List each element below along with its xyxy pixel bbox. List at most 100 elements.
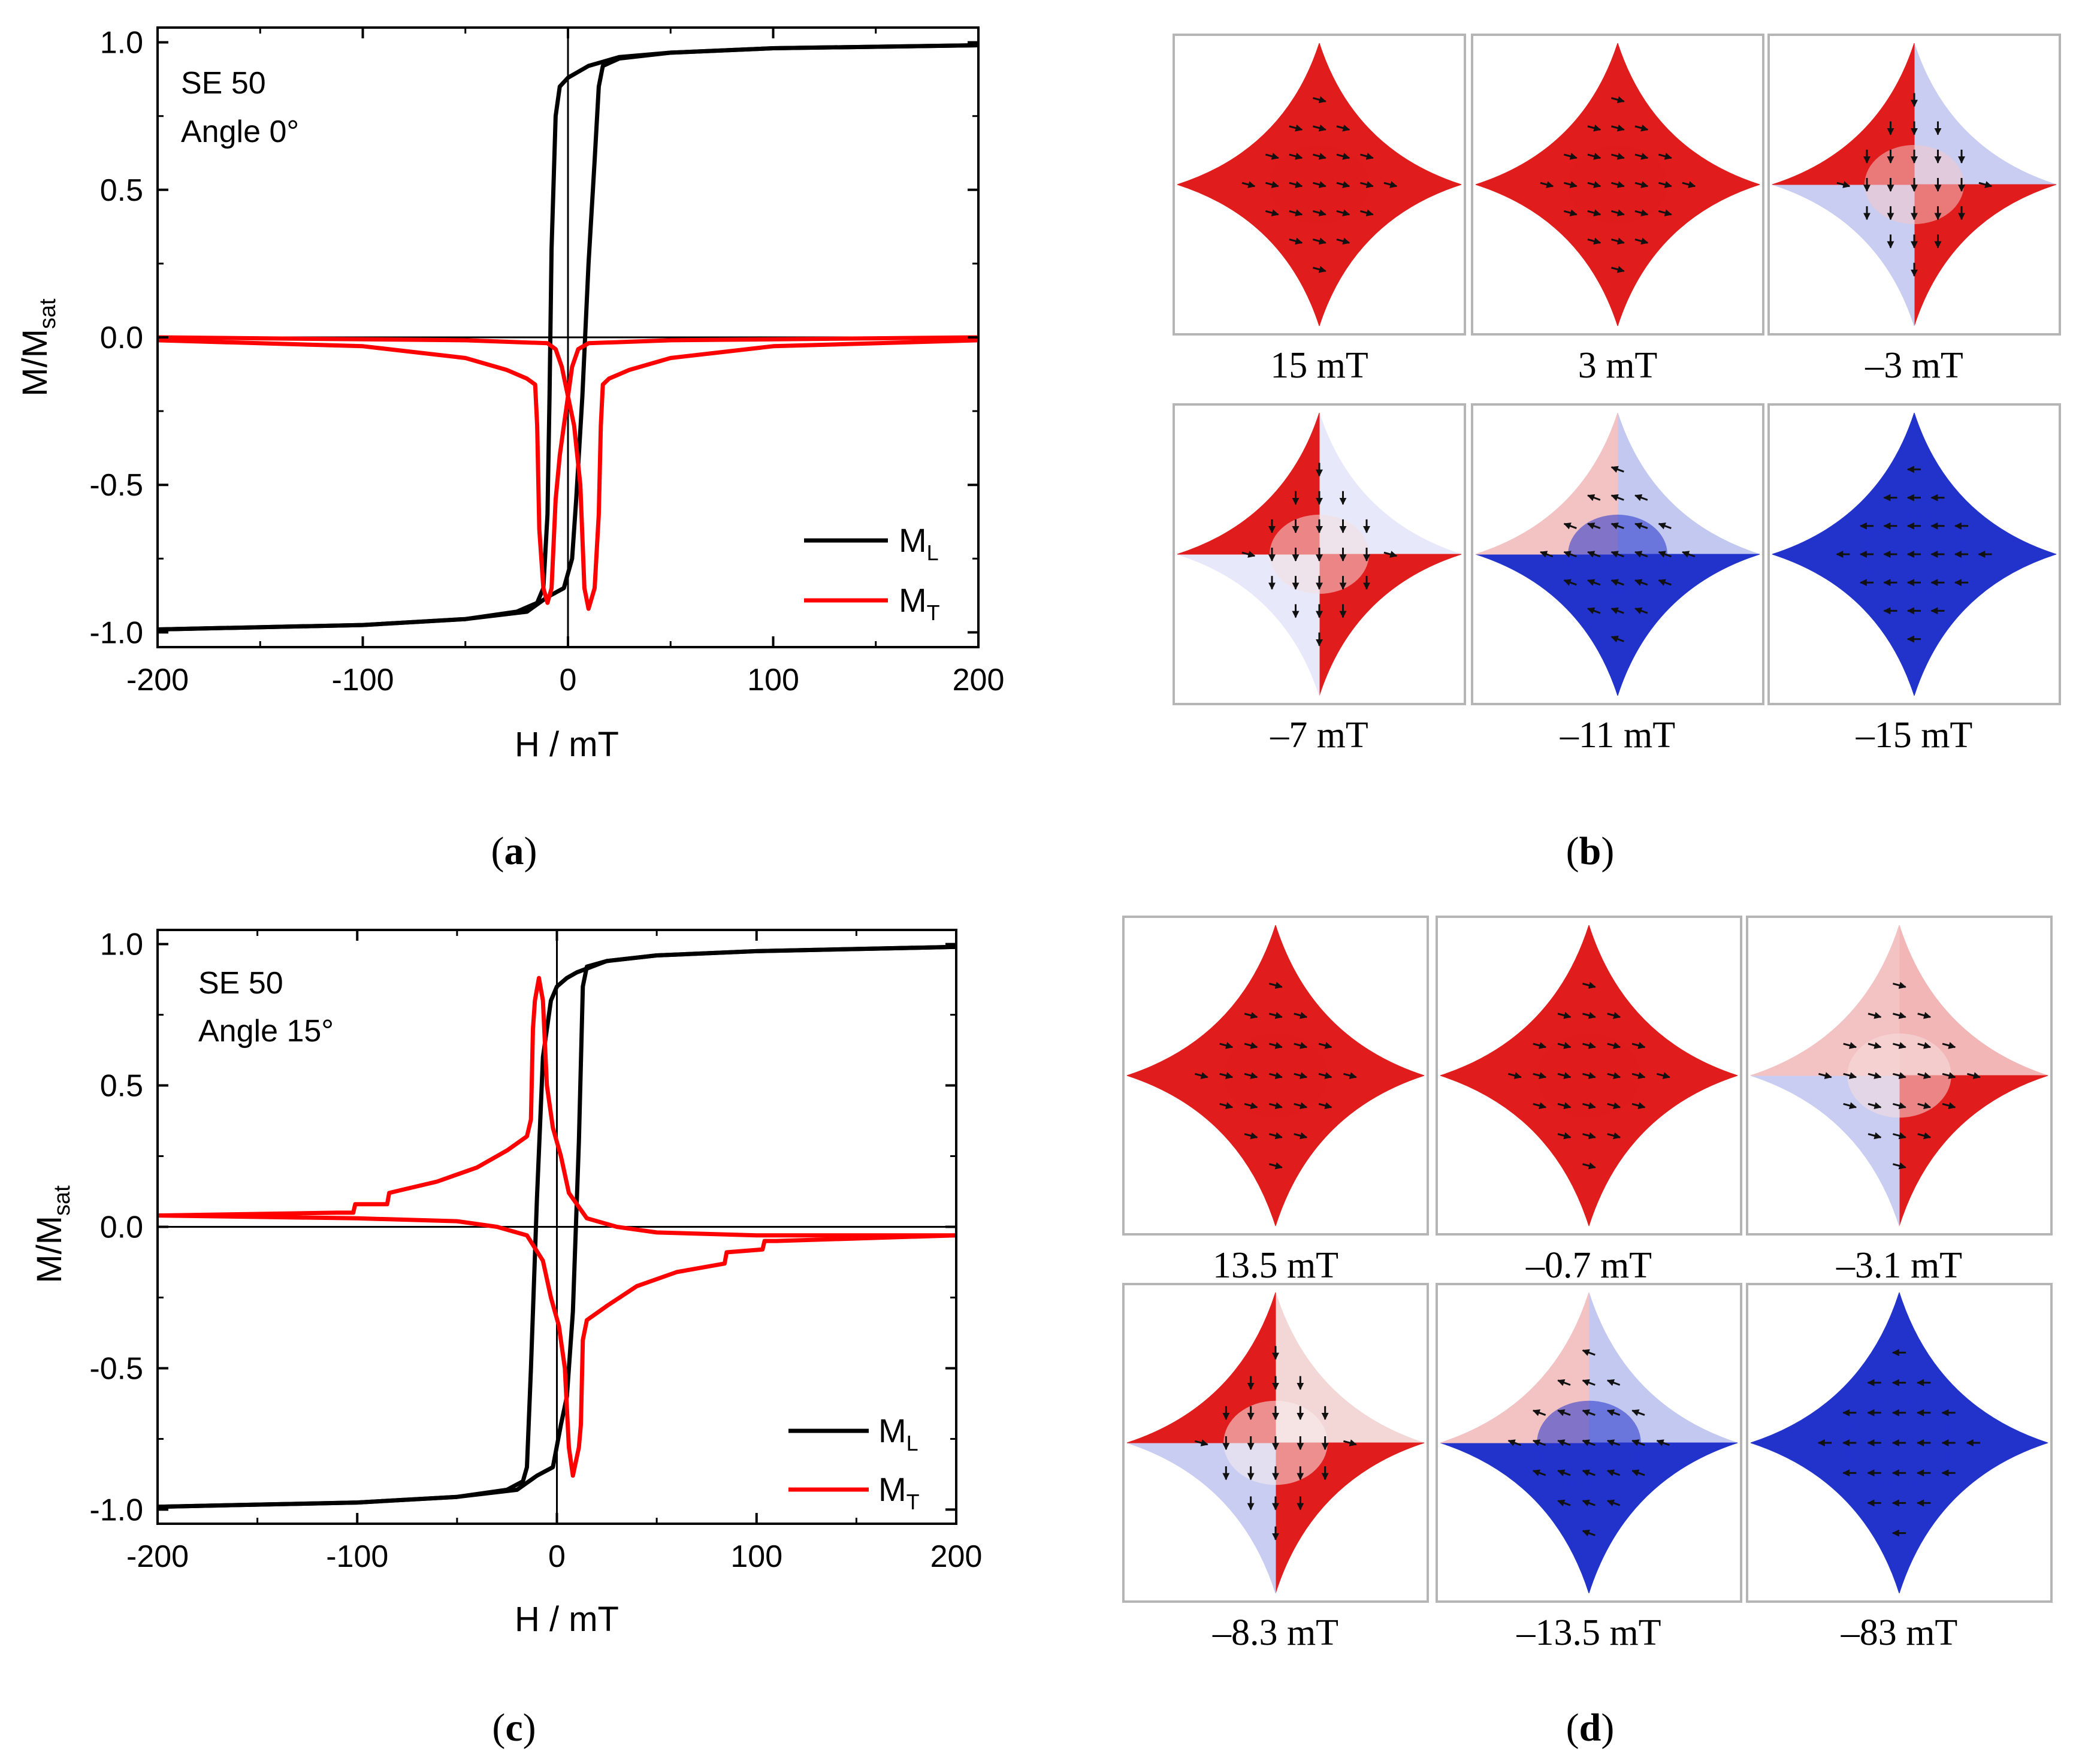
- magnetization-arrow: [1244, 1132, 1258, 1140]
- magnetization-arrow: [1634, 522, 1648, 530]
- series-mt-branch-2: [157, 335, 979, 605]
- domain-tile: –15 mT: [1767, 403, 2061, 756]
- magnetization-arrow: [1582, 1011, 1596, 1019]
- legend-mt-label: MT: [899, 581, 940, 625]
- domain-region: [1750, 1292, 1900, 1443]
- domain-region: [1772, 412, 1915, 555]
- domain-region: [1750, 925, 1900, 1076]
- magnetization-arrow: [1587, 153, 1601, 160]
- domain-region: [1126, 925, 1276, 1076]
- magnetization-arrow: [1244, 1072, 1258, 1079]
- field-label: –3 mT: [1865, 345, 1963, 386]
- magnetization-arrow: [1268, 1162, 1283, 1170]
- magnetization-arrow: [1892, 1011, 1906, 1019]
- magnetization-arrow: [1892, 1102, 1906, 1110]
- magnetization-arrow: [1818, 1072, 1832, 1079]
- x-tick-label: 0: [560, 663, 577, 697]
- field-label: –3.1 mT: [1836, 1245, 1962, 1286]
- magnetization-arrow: [1289, 237, 1303, 245]
- domain-region: [1617, 184, 1760, 327]
- x-tick-label: -200: [126, 1539, 189, 1574]
- magnetization-arrow: [1582, 1042, 1596, 1049]
- domain-tile: –11 mT: [1471, 403, 1764, 756]
- magnetization-arrow: [1631, 1102, 1646, 1110]
- chart-a-ticks: -200 -100 0 100 200 1.0 0.5 0.0 -0.5 -1.0: [89, 26, 1004, 697]
- magnetization-arrow: [1582, 1349, 1596, 1356]
- domain-region: [1319, 184, 1462, 327]
- magnetization-arrow: [1610, 153, 1625, 160]
- magnetization-arrow: [1942, 1072, 1956, 1079]
- magnetization-arrow: [1917, 1072, 1932, 1079]
- domain-region: [1899, 925, 2048, 1076]
- magnetization-arrow: [1582, 1409, 1596, 1416]
- domain-tile: –8.3 mT: [1122, 1283, 1429, 1653]
- magnetization-arrow: [1289, 153, 1303, 160]
- magnetization-arrow: [1557, 1042, 1572, 1049]
- magnetization-arrow: [1532, 1409, 1546, 1416]
- x-tick-label: -100: [331, 663, 394, 697]
- y-tick-label: 1.0: [100, 928, 143, 962]
- magnetization-arrow: [1557, 1499, 1571, 1506]
- domain-region: [1588, 1442, 1738, 1594]
- magnetization-arrow: [1582, 1132, 1596, 1140]
- magnetization-arrow: [1607, 1042, 1621, 1049]
- magnetization-arrow: [1359, 181, 1374, 188]
- magnetization-arrow: [1868, 1042, 1882, 1049]
- magnetization-arrow: [1582, 1529, 1596, 1537]
- domain-region: [1126, 1292, 1276, 1443]
- series-ml-branch-1: [157, 944, 957, 1509]
- magnetization-arrow: [1312, 153, 1326, 160]
- legend-mt-label: MT: [878, 1470, 920, 1514]
- magnetization-arrow: [1587, 494, 1601, 502]
- magnetization-arrow: [1892, 981, 1906, 989]
- magnetization-arrow: [1563, 181, 1578, 188]
- magnetization-arrow: [1244, 1011, 1258, 1019]
- domain-region: [1772, 184, 1915, 327]
- magnetization-arrow: [1557, 1379, 1571, 1387]
- field-label: 13.5 mT: [1213, 1245, 1338, 1286]
- domain-region: [1588, 925, 1738, 1076]
- magnetization-arrow: [1587, 237, 1601, 245]
- chart-c-annotation: SE 50 Angle 15°: [198, 966, 334, 1049]
- magnetization-arrow: [1289, 124, 1303, 132]
- magnetization-arrow: [1631, 1469, 1645, 1476]
- x-axis-label: H / mT: [515, 725, 619, 764]
- magnetization-arrow: [1194, 1439, 1208, 1446]
- panel-label-d: (d): [1566, 1706, 1615, 1750]
- chart-a-annotation: SE 50 Angle 0°: [181, 66, 299, 149]
- magnetization-arrow: [1610, 522, 1624, 530]
- chart-c: -200 -100 0 100 200 1.0 0.5 0.0 -0.5 -1.0 SE 50 A…: [30, 928, 982, 1750]
- magnetization-arrow: [1289, 181, 1303, 188]
- y-tick-label: 0.0: [100, 321, 143, 355]
- magnetization-arrow: [1294, 1042, 1308, 1049]
- magnetization-arrow: [1557, 1409, 1571, 1416]
- magnetization-arrow: [1343, 1439, 1357, 1446]
- magnetization-arrow: [1268, 1102, 1283, 1110]
- magnetization-arrow: [1978, 181, 1993, 188]
- magnetization-arrow: [1607, 1132, 1621, 1140]
- y-tick-label: 0.0: [100, 1210, 143, 1245]
- panel-d: 13.5 mT –0.7 mT –3.1 mT –8.3 mT –13.5 mT –83 …: [1122, 916, 2053, 1653]
- magnetization-arrow: [1634, 237, 1649, 245]
- x-tick-label: 200: [930, 1539, 983, 1574]
- domain-region: [1275, 1075, 1425, 1227]
- panel-label-c: (c): [492, 1706, 536, 1750]
- magnetization-arrow: [1268, 1072, 1283, 1079]
- domain-region: [1440, 1075, 1590, 1227]
- magnetization-arrow: [1312, 265, 1326, 273]
- magnetization-arrow: [1268, 1132, 1283, 1140]
- field-label: –11 mT: [1560, 715, 1675, 756]
- magnetization-arrow: [1563, 579, 1577, 586]
- magnetization-arrow: [1582, 1162, 1596, 1170]
- magnetization-arrow: [1557, 1102, 1572, 1110]
- magnetization-arrow: [1336, 181, 1350, 188]
- magnetization-arrow: [1318, 1072, 1332, 1079]
- magnetization-arrow: [1917, 1042, 1932, 1049]
- y-tick-label: -0.5: [89, 468, 143, 503]
- magnetization-arrow: [1607, 1011, 1621, 1019]
- magnetization-arrow: [1294, 1102, 1308, 1110]
- domain-region: [1126, 1442, 1276, 1594]
- x-tick-label: 100: [730, 1539, 782, 1574]
- field-label: 3 mT: [1578, 345, 1658, 386]
- magnetization-arrow: [1610, 579, 1624, 586]
